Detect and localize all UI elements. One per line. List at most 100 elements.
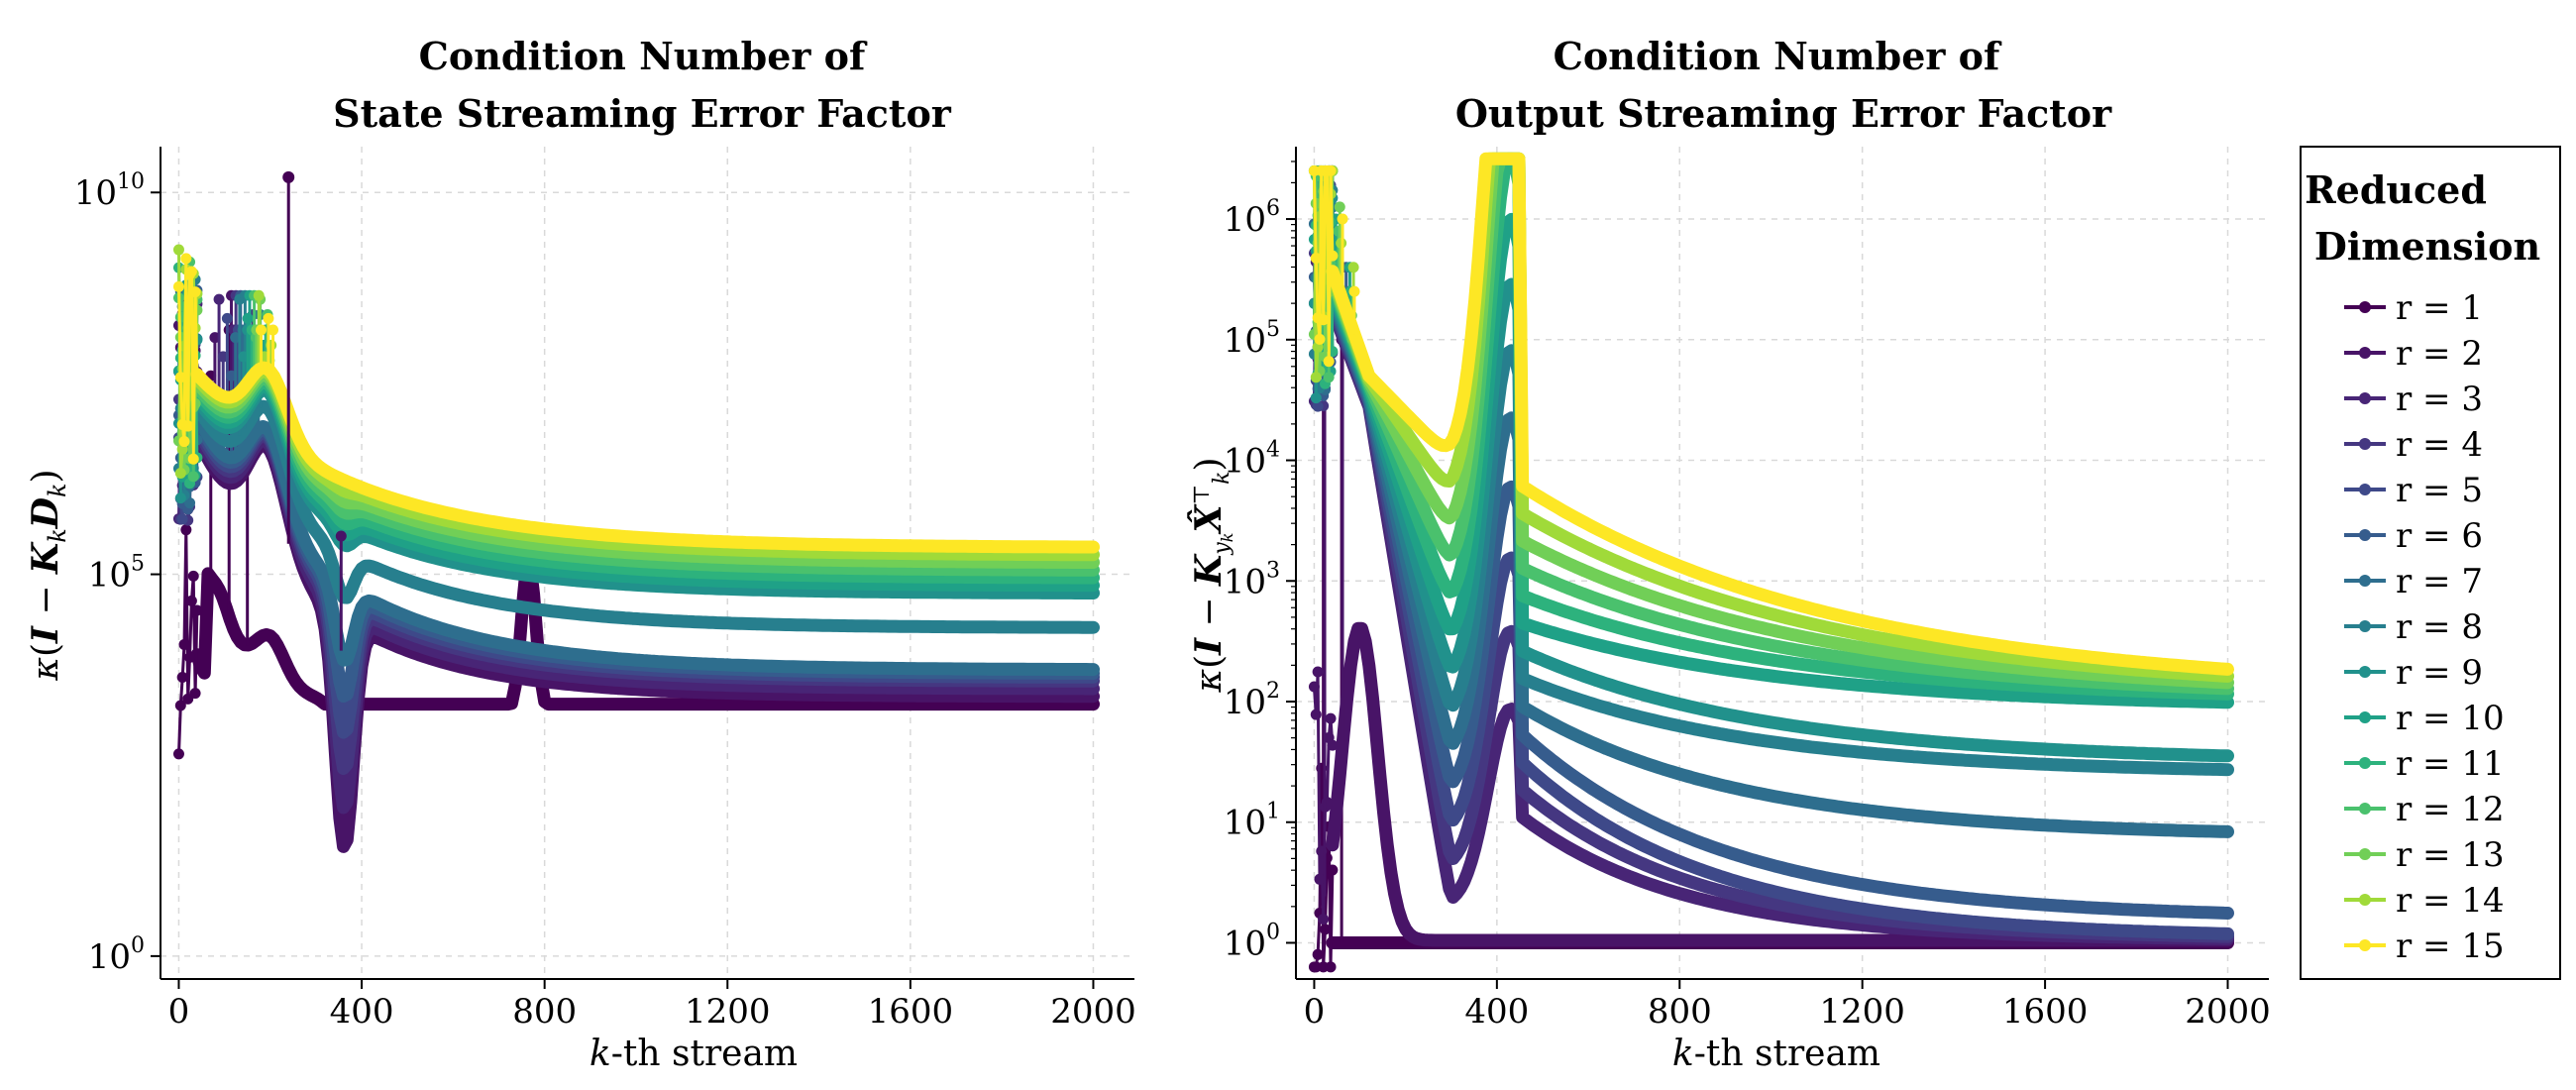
series-line-2	[190, 430, 1100, 853]
y-tick-label: 100	[1224, 920, 1280, 963]
series-point-15	[178, 436, 190, 448]
series-point-15	[1323, 356, 1335, 368]
y-tick-label: 101	[1224, 800, 1280, 843]
y-tick-label: 103	[1224, 558, 1280, 601]
series-spike-point-10	[242, 312, 254, 324]
series-point-15	[187, 453, 199, 465]
y-tick-label: 104	[1224, 438, 1280, 482]
left-title-line2: State Streaming Error Factor	[333, 91, 952, 136]
legend-swatch-marker	[2359, 438, 2371, 450]
y-tick-label: 1010	[74, 169, 145, 213]
series-point-12	[187, 471, 199, 483]
legend-swatch-marker	[2359, 575, 2371, 587]
legend-title-line1: Reduced	[2305, 167, 2487, 212]
series-point-2	[1327, 739, 1339, 751]
y-tick-label: 106	[1224, 196, 1280, 240]
legend-label: r = 1	[2396, 288, 2483, 328]
series-point-15	[172, 280, 184, 292]
left-axes: 0 400 800 1200 1600 2000 100 105 1010	[74, 147, 1136, 1032]
right-series-group	[1308, 152, 2234, 973]
series-line-15	[1326, 152, 2234, 676]
series-point-15	[1314, 333, 1326, 345]
series-point-5	[1312, 400, 1324, 412]
series-spike-point-5	[221, 312, 233, 324]
legend-entry: r = 10	[2344, 699, 2505, 738]
series-point-15	[191, 370, 203, 382]
series-point-2	[1308, 681, 1320, 693]
series-point-2	[1312, 666, 1324, 678]
series-spike-point-3	[213, 293, 225, 305]
series-spike-point-14	[253, 289, 265, 301]
series-point-1	[184, 651, 196, 663]
series-point-1	[191, 604, 203, 616]
right-xlabel: k-th stream	[1672, 1034, 1880, 1074]
left-title-line1: Condition Number of	[419, 34, 868, 78]
legend-swatch-marker	[2359, 392, 2371, 404]
x-tick-label: 2000	[2185, 992, 2271, 1032]
series-point-15	[1318, 314, 1330, 326]
y-tick-label: 100	[88, 933, 145, 977]
legend-entry: r = 12	[2344, 790, 2505, 829]
series-point-15	[1310, 252, 1322, 264]
legend-swatch-marker	[2359, 484, 2371, 495]
right-axes: 0 400 800 1200 1600 2000 100 101 102 103 104 105 106	[1224, 147, 2271, 1032]
series-point-1	[1327, 864, 1339, 876]
left-series-group	[172, 170, 1100, 853]
legend-label: r = 8	[2396, 607, 2483, 647]
legend-swatch-marker	[2359, 711, 2371, 723]
right-panel: Condition Number of Output Streaming Err…	[1187, 34, 2270, 1074]
y-tick-label: 102	[1224, 679, 1280, 722]
left-panel: Condition Number of State Streaming Erro…	[25, 34, 1136, 1074]
series-point-1	[182, 693, 194, 705]
legend-swatch-marker	[2359, 894, 2371, 906]
legend-label: r = 12	[2396, 790, 2505, 829]
series-point-2	[1318, 914, 1330, 926]
legend-title-line2: Dimension	[2314, 224, 2540, 269]
series-point-1	[174, 700, 186, 711]
series-point-1	[176, 672, 188, 684]
left-ylabel: κ(I − KkDk)	[25, 469, 71, 681]
legend-label: r = 3	[2396, 380, 2483, 419]
series-point-1	[187, 570, 199, 582]
legend-swatch-marker	[2359, 939, 2371, 951]
legend-label: r = 7	[2396, 562, 2483, 601]
legend-label: r = 6	[2396, 516, 2483, 556]
series-line-6	[1326, 293, 2234, 920]
legend-label: r = 14	[2396, 881, 2505, 921]
series-point-2	[1310, 708, 1322, 720]
x-tick-label: 800	[1648, 992, 1712, 1032]
legend-entries: r = 1 r = 2 r = 3 r = 4 r = 5 r = 6 r = 7 r = 8…	[2344, 288, 2505, 966]
series-spike-point-13	[1334, 201, 1345, 213]
series-spike-point-15	[256, 324, 268, 336]
series-point-15	[174, 372, 186, 383]
x-tick-label: 1200	[685, 992, 771, 1032]
right-ylabel: κ(I − KykX̂⊤k)	[1187, 457, 1236, 693]
series-point-15	[1327, 250, 1339, 262]
series-line-10	[190, 380, 1100, 593]
legend-entry: r = 1	[2344, 288, 2483, 328]
legend-swatch-marker	[2359, 803, 2371, 815]
series-line-3	[190, 426, 1100, 815]
series-point-14	[1310, 372, 1322, 383]
left-xlabel: k-th stream	[590, 1034, 798, 1074]
series-line-14	[190, 365, 1100, 562]
legend-frame	[2300, 146, 2561, 980]
series-point-1	[178, 638, 190, 650]
series-point-7	[184, 497, 196, 509]
legend-swatch-marker	[2359, 620, 2371, 632]
series-point-12	[1323, 372, 1335, 383]
series-point-14	[172, 244, 184, 256]
right-title-line2: Output Streaming Error Factor	[1455, 91, 2112, 136]
legend-entry: r = 2	[2344, 334, 2483, 374]
series-spike-point-15	[1348, 285, 1360, 297]
series-spike-point-15	[263, 312, 274, 324]
legend-label: r = 13	[2396, 835, 2505, 875]
series-point-1	[189, 688, 201, 700]
legend-entry: r = 8	[2344, 607, 2483, 647]
legend-entry: r = 13	[2344, 835, 2505, 875]
y-tick-label: 105	[1224, 317, 1280, 361]
legend-swatch-marker	[2359, 529, 2371, 541]
series-point-9	[1310, 392, 1322, 404]
series-line-5	[1326, 296, 2234, 940]
legend-label: r = 4	[2396, 425, 2483, 465]
